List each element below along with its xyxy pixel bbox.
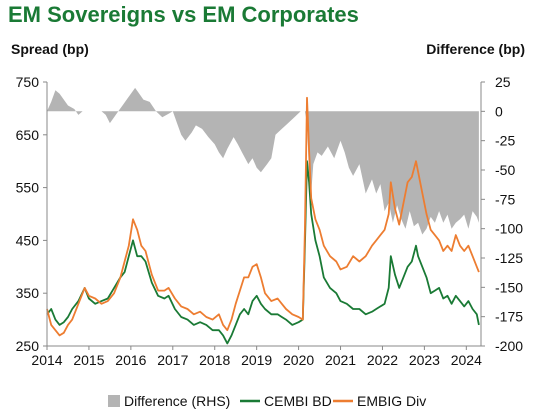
legend: Difference (RHS) CEMBI BD EMBIG Div — [108, 393, 426, 409]
y-left-tick-label: 650 — [16, 127, 40, 143]
series-cembi-bd — [46, 160, 480, 345]
x-tick-label: 2024 — [451, 352, 482, 368]
y-right-tick-label: -175 — [495, 309, 523, 325]
legend-label-difference-rhs: Difference (RHS) — [124, 393, 230, 409]
y-left-tick-label: 250 — [16, 338, 40, 354]
series-difference-rhs — [47, 87, 479, 235]
y-left-tick-label: 550 — [16, 180, 40, 196]
y-left-tick-label: 450 — [16, 232, 40, 248]
y-right-tick-label: -25 — [495, 133, 515, 149]
line-layer — [46, 96, 480, 345]
y-right-tick-label: 0 — [495, 103, 503, 119]
series-embig-div — [46, 96, 480, 337]
y-axis-right-label: Difference (bp) — [426, 41, 525, 57]
x-tick-label: 2014 — [31, 352, 62, 368]
y-right-tick-label: 25 — [495, 74, 511, 90]
y-right-tick-label: -100 — [495, 221, 523, 237]
x-tick-label: 2016 — [115, 352, 146, 368]
y-left-tick-label: 750 — [16, 74, 40, 90]
legend-label-embig-div: EMBIG Div — [357, 393, 426, 409]
x-tick-label: 2020 — [283, 352, 314, 368]
y-right-tick-label: -50 — [495, 162, 515, 178]
x-tick-label: 2018 — [199, 352, 230, 368]
x-tick-label: 2022 — [367, 352, 398, 368]
y-right-tick-label: -200 — [495, 338, 523, 354]
y-right-tick-label: -150 — [495, 279, 523, 295]
y-right-tick-label: -75 — [495, 191, 515, 207]
legend-label-cembi-bd: CEMBI BD — [264, 393, 332, 409]
y-axis-left-label: Spread (bp) — [11, 41, 89, 57]
axes-layer: 250350450550650750-200-175-150-125-100-7… — [16, 74, 524, 368]
area-layer — [47, 87, 479, 235]
legend-swatch-difference-rhs — [108, 395, 120, 407]
x-tick-label: 2015 — [73, 352, 104, 368]
x-tick-label: 2021 — [325, 352, 356, 368]
y-left-tick-label: 350 — [16, 285, 40, 301]
x-tick-label: 2019 — [241, 352, 272, 368]
chart-title: EM Sovereigns vs EM Corporates — [8, 2, 359, 27]
y-right-tick-label: -125 — [495, 250, 523, 266]
x-tick-label: 2023 — [409, 352, 440, 368]
x-tick-label: 2017 — [157, 352, 188, 368]
